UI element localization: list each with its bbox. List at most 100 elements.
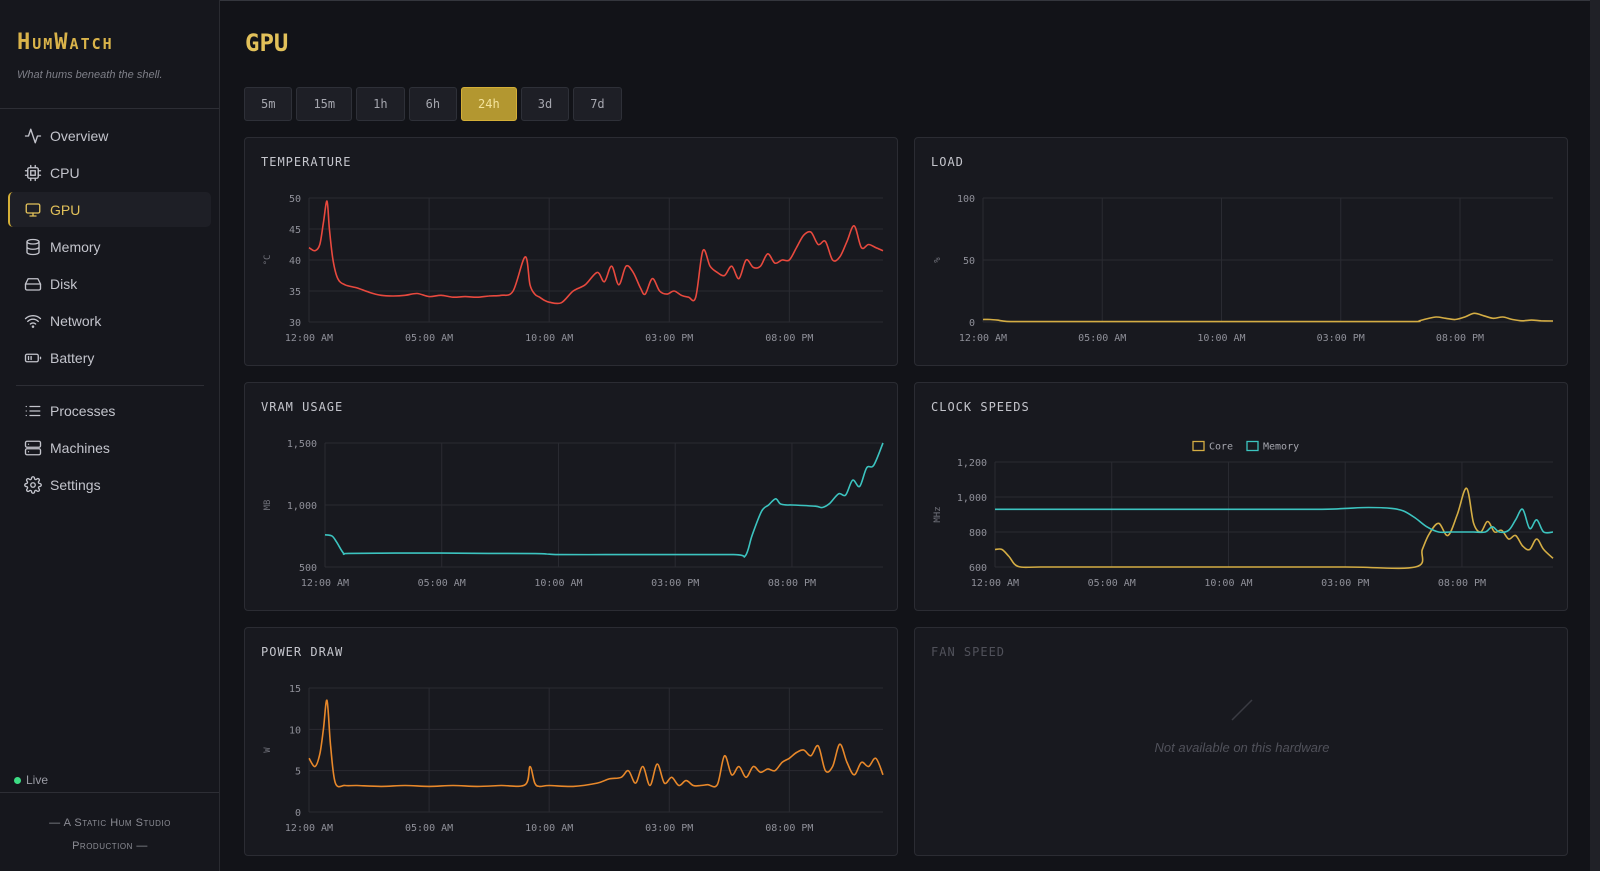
sidebar-item-disk[interactable]: Disk: [8, 266, 211, 301]
sidebar-item-label: Overview: [50, 127, 109, 144]
x-tick-label: 05:00 AM: [1078, 333, 1126, 344]
credits-line: — A Static Hum Studio: [49, 817, 171, 829]
x-tick-label: 03:00 PM: [645, 333, 693, 344]
database-icon: [26, 238, 40, 255]
x-tick-label: 03:00 PM: [651, 578, 699, 589]
x-tick-label: 10:00 AM: [525, 823, 573, 834]
x-tick-label: 08:00 PM: [768, 578, 816, 589]
brand-logo[interactable]: HumWatch: [17, 30, 114, 55]
window-scrollbar[interactable]: [1590, 0, 1600, 871]
range-button-6h[interactable]: 6h: [408, 87, 458, 121]
sidebar-item-network[interactable]: Network: [8, 303, 211, 338]
studio-credits: — A Static Hum Studio Production —: [20, 812, 200, 858]
sidebar-item-gpu[interactable]: GPU: [8, 192, 211, 227]
y-tick-label: 800: [969, 528, 987, 539]
x-tick-label: 03:00 PM: [1317, 333, 1365, 344]
series-line: [308, 200, 884, 305]
y-tick-label: 0: [295, 808, 301, 819]
range-button-1h[interactable]: 1h: [356, 87, 405, 121]
sidebar-item-label: Battery: [50, 349, 95, 366]
page-title: GPU: [245, 29, 289, 57]
credits-line: Production —: [72, 840, 148, 852]
x-tick-label: 03:00 PM: [645, 823, 693, 834]
y-axis-label: %: [933, 257, 943, 263]
y-tick-label: 40: [289, 256, 301, 267]
y-tick-label: 500: [299, 563, 317, 574]
sidebar-item-cpu[interactable]: CPU: [8, 155, 211, 190]
temperature-card: TEMPERATURE 30 35 40 45 50 12:00 AM 05:00 AM 10…: [244, 137, 898, 366]
x-tick-label: 03:00 PM: [1321, 578, 1369, 589]
x-tick-label: 12:00 AM: [285, 823, 333, 834]
y-tick-label: 15: [289, 684, 301, 695]
range-button-15m[interactable]: 15m: [296, 87, 353, 121]
series-line: [324, 442, 884, 558]
y-tick-label: 10: [289, 725, 301, 736]
sidebar-item-label: CPU: [50, 164, 80, 181]
sidebar-divider: [0, 792, 219, 793]
battery-icon: [24, 353, 42, 362]
y-tick-label: 50: [963, 256, 975, 267]
hard-drive-icon: [24, 277, 42, 291]
sidebar-divider: [16, 385, 204, 386]
live-indicator: Live: [14, 773, 48, 787]
fan-unavailable-message: Not available on this hardware: [1154, 740, 1330, 755]
legend-label[interactable]: Memory: [1263, 442, 1299, 453]
y-axis-label: W: [263, 747, 273, 753]
series-line: [994, 487, 1554, 570]
sidebar-item-label: Memory: [50, 238, 101, 255]
vram-usage-card: VRAM USAGE 500 1,000 1,500 12:00 AM 05:00 AM…: [244, 382, 898, 611]
card-title: POWER DRAW: [261, 645, 344, 659]
sidebar-item-settings[interactable]: Settings: [8, 467, 211, 502]
y-tick-label: 30: [289, 318, 301, 329]
fan-speed-card: FAN SPEED Not available on this hardware: [914, 627, 1568, 856]
sidebar-item-overview[interactable]: Overview: [8, 118, 211, 153]
sidebar-item-machines[interactable]: Machines: [8, 430, 211, 465]
clock-speeds-chart[interactable]: 600 800 1,000 1,200 12:00 AM 05:00 AM 10:00 AM…: [915, 383, 1569, 612]
x-tick-label: 05:00 AM: [418, 578, 466, 589]
power-draw-chart[interactable]: 0 5 10 15 12:00 AM 05:00 AM 10:00 AM 03:00 PM 08…: [245, 628, 899, 857]
monitor-icon: [25, 202, 41, 217]
sidebar-item-label: Settings: [50, 476, 101, 493]
sidebar-item-label: Processes: [50, 402, 116, 419]
vram-usage-chart[interactable]: 500 1,000 1,500 12:00 AM 05:00 AM 10:00 AM 03:…: [245, 383, 899, 612]
sidebar-item-label: Disk: [50, 275, 78, 292]
x-tick-label: 10:00 AM: [1204, 578, 1252, 589]
y-tick-label: 600: [969, 563, 987, 574]
range-button-5m[interactable]: 5m: [244, 87, 293, 121]
power-draw-card: POWER DRAW 0 5 10 15 12:00 AM 05:00 AM 10:00 A…: [244, 627, 898, 856]
sidebar-item-battery[interactable]: Battery: [8, 340, 211, 375]
sidebar-divider: [0, 108, 219, 109]
x-tick-label: 12:00 AM: [971, 578, 1019, 589]
gear-icon: [24, 475, 42, 494]
card-title: VRAM USAGE: [261, 400, 344, 414]
window-top-border: [0, 0, 1600, 1]
cpu-icon: [24, 164, 42, 181]
x-tick-label: 12:00 AM: [959, 333, 1007, 344]
x-tick-label: 10:00 AM: [525, 333, 573, 344]
load-chart[interactable]: 0 50 100 12:00 AM 05:00 AM 10:00 AM 03:00 PM 08…: [915, 138, 1569, 367]
server-icon: [24, 440, 42, 455]
series-line: [308, 699, 884, 788]
sidebar-item-memory[interactable]: Memory: [8, 229, 211, 264]
x-tick-label: 10:00 AM: [534, 578, 582, 589]
range-button-7d[interactable]: 7d: [573, 87, 622, 121]
y-tick-label: 35: [289, 287, 301, 298]
legend-swatch: [1192, 440, 1205, 452]
y-axis-label: MHz: [933, 506, 943, 522]
brand-tagline: What hums beneath the shell.: [17, 69, 163, 81]
range-button-24h[interactable]: 24h: [461, 87, 517, 121]
legend-label[interactable]: Core: [1209, 442, 1233, 453]
card-title: FAN SPEED: [931, 645, 1006, 659]
y-tick-label: 1,500: [287, 439, 317, 450]
y-tick-label: 5: [295, 767, 301, 778]
temperature-chart[interactable]: 30 35 40 45 50 12:00 AM 05:00 AM 10:00 AM 03:00 …: [245, 138, 899, 367]
slash-icon: [1231, 699, 1253, 721]
range-button-3d[interactable]: 3d: [520, 87, 570, 121]
x-tick-label: 05:00 AM: [1088, 578, 1136, 589]
series-line: [982, 312, 1554, 323]
sidebar-item-processes[interactable]: Processes: [8, 393, 211, 428]
x-tick-label: 10:00 AM: [1197, 333, 1245, 344]
wifi-icon: [24, 314, 42, 328]
legend-swatch: [1246, 440, 1259, 452]
